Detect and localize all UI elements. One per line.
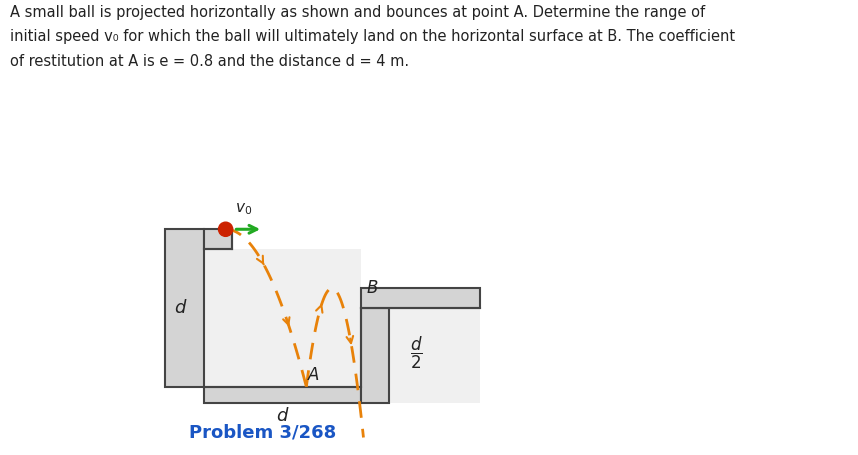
Text: A small ball is projected horizontally as shown and bounces at point A. Determin: A small ball is projected horizontally a… xyxy=(10,5,735,69)
FancyBboxPatch shape xyxy=(165,229,204,387)
Text: Problem 3/268: Problem 3/268 xyxy=(190,423,336,441)
FancyBboxPatch shape xyxy=(361,308,389,403)
Text: $A$: $A$ xyxy=(307,367,320,384)
FancyBboxPatch shape xyxy=(204,249,361,387)
Text: $d$: $d$ xyxy=(173,299,187,317)
FancyBboxPatch shape xyxy=(204,387,361,403)
Text: $d$: $d$ xyxy=(276,407,289,425)
FancyBboxPatch shape xyxy=(204,229,232,249)
Text: $v_0$: $v_0$ xyxy=(235,201,252,217)
Text: $\dfrac{d}{2}$: $\dfrac{d}{2}$ xyxy=(410,335,423,371)
Text: $B$: $B$ xyxy=(366,280,378,297)
FancyBboxPatch shape xyxy=(389,308,480,403)
FancyBboxPatch shape xyxy=(361,288,480,308)
Circle shape xyxy=(219,222,233,236)
